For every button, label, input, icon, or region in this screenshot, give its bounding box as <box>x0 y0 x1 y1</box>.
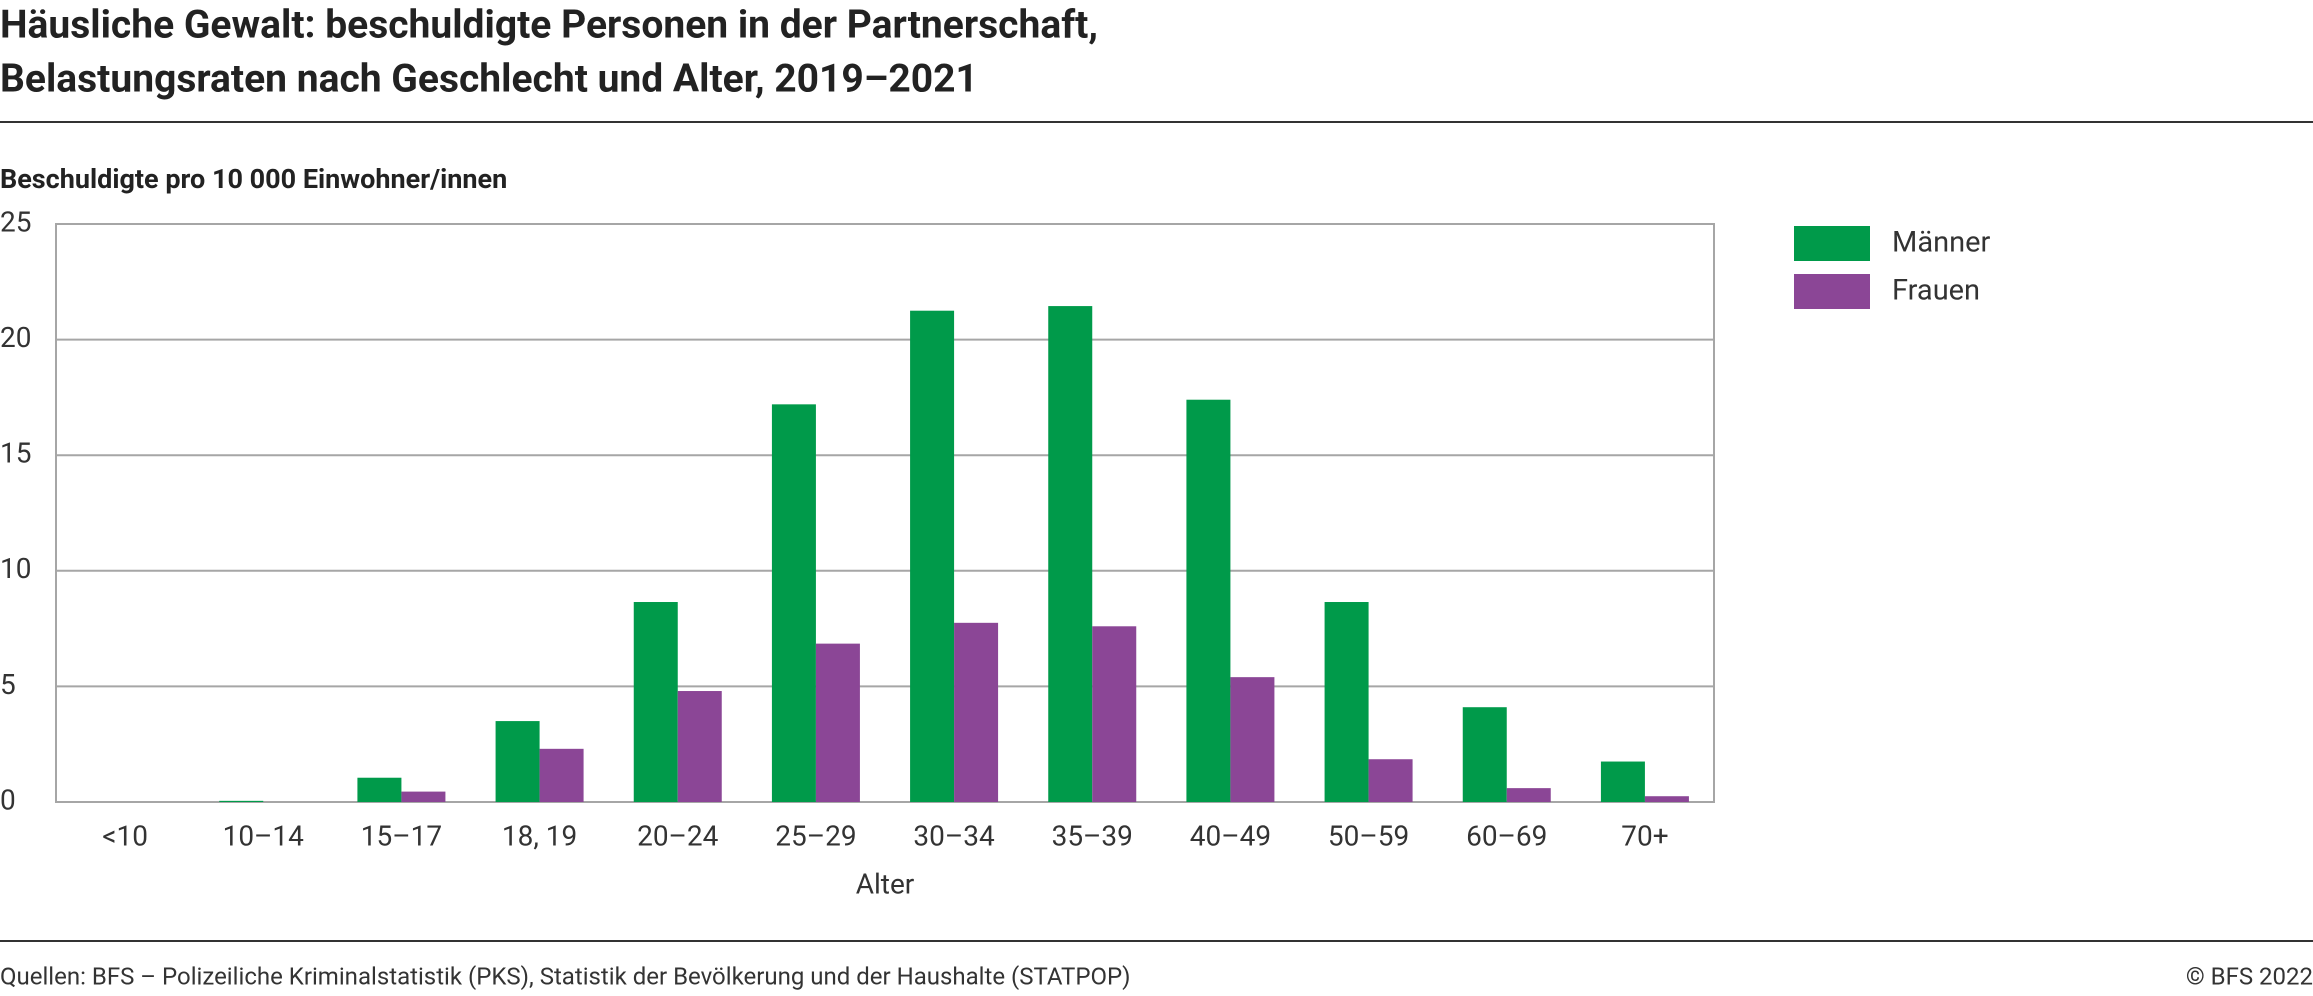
bar <box>1644 796 1689 802</box>
bar <box>954 622 999 802</box>
bar <box>1506 788 1551 802</box>
y-tick-label: 0 <box>0 783 16 816</box>
y-tick-label: 25 <box>0 205 31 238</box>
x-tick-label: 18, 19 <box>502 819 577 852</box>
x-tick-label: 35–39 <box>1052 819 1133 852</box>
bar <box>815 643 860 802</box>
y-tick-label: 10 <box>0 552 31 585</box>
bar <box>677 691 722 802</box>
x-tick-label: 60–69 <box>1466 819 1547 852</box>
bar <box>1368 759 1413 802</box>
y-tick-label: 20 <box>0 321 31 354</box>
x-tick-label: 10–14 <box>223 819 305 852</box>
plot-frame <box>55 223 1715 803</box>
x-tick-label: 70+ <box>1621 819 1668 852</box>
x-tick-label: 40–49 <box>1190 819 1271 852</box>
bar <box>910 310 955 802</box>
legend-label: Frauen <box>1892 274 1980 308</box>
y-tick-label: 15 <box>0 437 31 470</box>
bar <box>771 404 816 802</box>
legend-label: Männer <box>1892 226 1991 260</box>
x-tick-label: 25–29 <box>775 819 856 852</box>
x-tick-label: 20–24 <box>637 819 719 852</box>
bar <box>539 748 584 802</box>
y-axis-label: Beschuldigte pro 10 000 Einwohner/innen <box>0 163 507 195</box>
chart-title-line: Belastungsraten nach Geschlecht und Alte… <box>0 55 978 101</box>
x-tick-label: 50–59 <box>1328 819 1409 852</box>
source: Quellen: BFS – Polizeiliche Kriminalstat… <box>0 962 1131 990</box>
x-tick-label: 30–34 <box>913 819 995 852</box>
bar <box>1092 626 1137 802</box>
copyright: © BFS 2022 <box>2186 962 2313 990</box>
legend-swatch <box>1794 274 1870 309</box>
bar <box>495 721 540 802</box>
bar <box>1324 602 1369 802</box>
x-axis-label: Alter <box>856 867 915 900</box>
bar <box>1186 399 1231 802</box>
bar <box>1048 306 1093 802</box>
bar <box>401 791 446 802</box>
bar <box>357 777 402 802</box>
bar <box>219 800 264 802</box>
bar <box>1230 677 1275 802</box>
x-tick-label: <10 <box>102 819 148 852</box>
legend-swatch <box>1794 226 1870 261</box>
chart-title-line: Häusliche Gewalt: beschuldigte Personen … <box>0 1 1098 47</box>
y-tick-label: 5 <box>0 668 16 701</box>
bar <box>1600 761 1645 802</box>
bar <box>1462 707 1507 802</box>
bar <box>633 602 678 802</box>
x-tick-label: 15–17 <box>361 819 442 852</box>
